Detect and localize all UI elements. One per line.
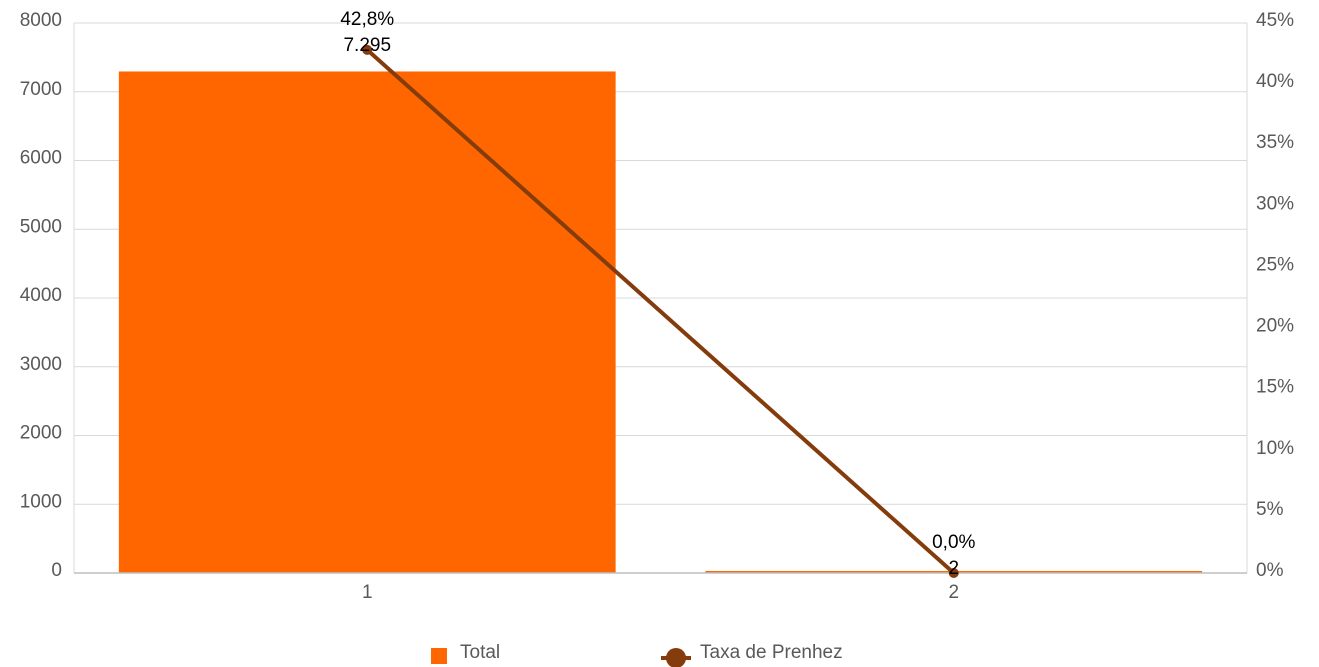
- left-tick-label: 0: [51, 560, 62, 581]
- line-series: [362, 44, 959, 578]
- legend-label: Taxa de Prenhez: [700, 642, 843, 663]
- left-tick-label: 7000: [20, 79, 62, 100]
- bar-data-label: 2: [948, 558, 959, 579]
- right-tick-label: 40%: [1256, 71, 1294, 92]
- bar-data-label: 7.295: [343, 35, 391, 56]
- left-tick-label: 5000: [20, 216, 62, 237]
- x-tick-label: 2: [948, 582, 959, 603]
- line-data-label: 42,8%: [340, 9, 394, 30]
- axes: [73, 23, 1248, 574]
- left-tick-label: 3000: [20, 354, 62, 375]
- right-tick-label: 10%: [1256, 438, 1294, 459]
- legend: Total Taxa de Prenhez: [431, 642, 843, 667]
- line-point: [948, 568, 959, 578]
- right-tick-label: 0%: [1256, 560, 1284, 581]
- line-point: [362, 44, 373, 55]
- left-tick-label: 1000: [20, 491, 62, 512]
- legend-label: Total: [460, 642, 500, 663]
- left-tick-label: 6000: [20, 148, 62, 169]
- line-data-label: 0,0%: [932, 532, 975, 553]
- right-tick-label: 5%: [1256, 499, 1284, 520]
- right-tick-label: 45%: [1256, 10, 1294, 31]
- right-axis-ticks: 0% 5% 10% 15% 20% 25% 30% 35% 40% 45%: [1256, 10, 1294, 581]
- left-tick-label: 4000: [20, 285, 62, 306]
- left-tick-label: 2000: [20, 423, 62, 444]
- right-tick-label: 15%: [1256, 377, 1294, 398]
- right-tick-label: 25%: [1256, 254, 1294, 275]
- right-tick-label: 30%: [1256, 193, 1294, 214]
- bar: [118, 71, 616, 573]
- left-axis-ticks: 0 1000 2000 3000 4000 5000 6000 7000 8000: [20, 10, 62, 581]
- data-labels: 42,8% 7.295 0,0% 2: [340, 9, 975, 579]
- right-tick-label: 35%: [1256, 132, 1294, 153]
- legend-marker-swatch: [666, 648, 686, 667]
- left-tick-label: 8000: [20, 10, 62, 31]
- line-path: [365, 48, 956, 575]
- legend-bar-swatch: [431, 648, 447, 664]
- right-tick-label: 20%: [1256, 316, 1294, 337]
- bar-series: [118, 71, 1203, 573]
- x-tick-label: 1: [362, 582, 373, 603]
